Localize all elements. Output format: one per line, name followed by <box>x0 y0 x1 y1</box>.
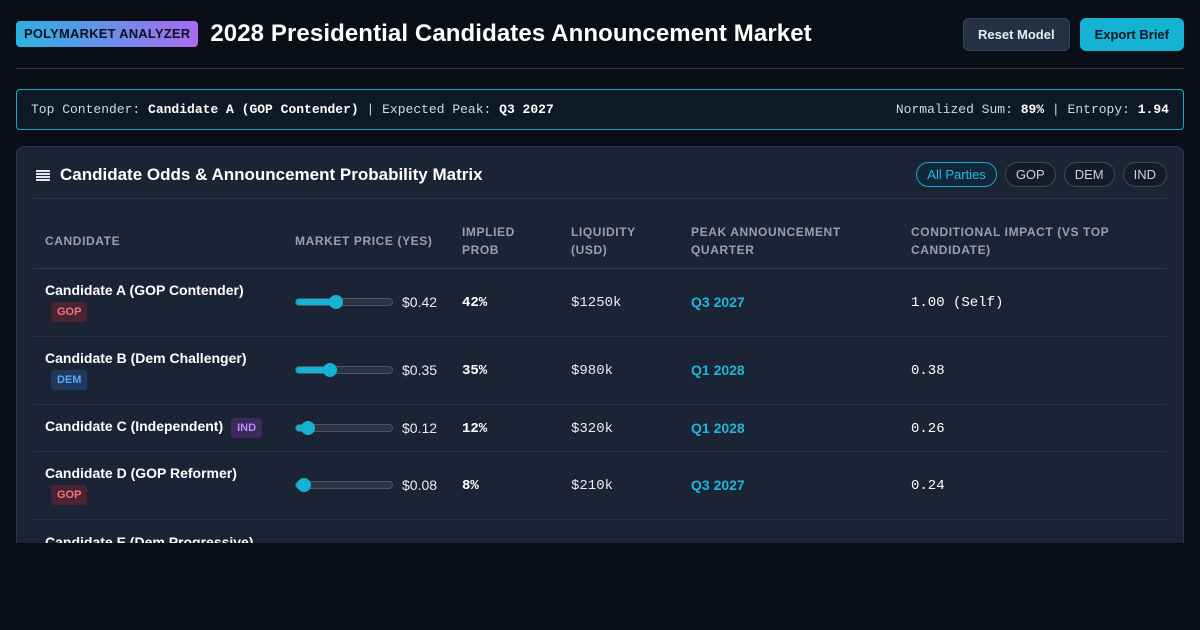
normalized-sum-value: 89% <box>1020 102 1045 117</box>
export-brief-button[interactable]: Export Brief <box>1079 17 1184 51</box>
party-badge: IND <box>231 417 263 438</box>
header-divider <box>16 68 1184 69</box>
entropy-value: 1.94 <box>1137 102 1169 117</box>
conditional-impact: 1.00 (Self) <box>911 295 1004 311</box>
app-header: POLYMARKET ANALYZER 2028 Presidential Ca… <box>16 16 1184 52</box>
column-header-liquidity[interactable]: LIQUIDITY (USD) <box>559 213 679 269</box>
liquidity-value: $210k <box>571 478 614 494</box>
candidate-cell: Candidate B (Dem Challenger) DEM <box>33 336 283 405</box>
expected-peak-value: Q3 2027 <box>499 102 554 117</box>
table-row: Candidate B (Dem Challenger) DEM $0.35 3… <box>33 336 1167 405</box>
market-price-cell: $0.35 <box>283 336 450 405</box>
panel-header: Candidate Odds & Announcement Probabilit… <box>33 161 1167 199</box>
column-header-peak-quarter[interactable]: PEAK ANNOUNCEMENT QUARTER <box>679 213 899 269</box>
page-title: 2028 Presidential Candidates Announcemen… <box>210 20 812 47</box>
table-row: Candidate A (GOP Contender) GOP $0.42 42… <box>33 268 1167 337</box>
summary-bar: Top Contender: Candidate A (GOP Contende… <box>16 89 1184 130</box>
column-header-conditional-impact[interactable]: CONDITIONAL IMPACT (VS TOP CANDIDATE) <box>899 213 1167 269</box>
party-badge: DEM <box>51 370 88 390</box>
conditional-impact: 0.38 <box>911 363 945 379</box>
header-actions: Reset Model Export Brief <box>963 17 1184 51</box>
conditional-impact: 0.26 <box>911 420 945 437</box>
panel-title: Candidate Odds & Announcement Probabilit… <box>60 164 483 184</box>
market-price-cell: $0.42 <box>283 268 450 337</box>
candidate-cell: Candidate A (GOP Contender) GOP <box>33 268 283 337</box>
party-badge: GOP <box>51 485 88 505</box>
implied-prob: 35% <box>462 363 488 379</box>
party-badge: GOP <box>51 302 88 322</box>
summary-right: Normalized Sum: 89% | Entropy: 1.94 <box>896 102 1169 117</box>
peak-quarter: Q3 2027 <box>691 477 745 493</box>
market-price-value: $0.12 <box>402 419 438 436</box>
table-row: Candidate C (Independent) IND $0.12 12% $… <box>33 404 1167 452</box>
candidate-cell: Candidate C (Independent) IND <box>33 404 283 452</box>
liquidity-value: $980k <box>571 363 614 379</box>
list-icon <box>36 169 50 182</box>
probability-matrix-panel: Candidate Odds & Announcement Probabilit… <box>16 146 1184 566</box>
top-contender-label: Top Contender: <box>31 102 141 117</box>
party-filters: All Parties GOP DEM IND <box>916 162 1167 187</box>
peak-quarter: Q1 2028 <box>691 419 745 436</box>
market-price-value: $0.35 <box>402 362 438 378</box>
summary-separator: | <box>366 102 375 117</box>
filter-gop[interactable]: GOP <box>1004 162 1056 187</box>
table-row: Candidate D (GOP Reformer) GOP $0.08 8% … <box>33 451 1167 520</box>
conditional-impact: 0.24 <box>911 478 945 494</box>
market-price-cell: $0.12 <box>283 404 450 452</box>
implied-prob: 42% <box>462 295 488 311</box>
market-price-slider[interactable] <box>295 295 393 309</box>
market-price-cell: $0.08 <box>283 451 450 520</box>
page-background <box>0 543 1200 630</box>
expected-peak-label: Expected Peak: <box>382 102 492 117</box>
table-header-row: CANDIDATE MARKET PRICE (YES) IMPLIED PRO… <box>33 213 1167 269</box>
implied-prob: 8% <box>462 478 479 494</box>
normalized-sum-label: Normalized Sum: <box>895 102 1013 117</box>
implied-prob: 12% <box>462 420 488 437</box>
market-price-slider[interactable] <box>295 420 393 435</box>
entropy-label: Entropy: <box>1067 102 1130 117</box>
candidate-name: Candidate A (GOP Contender) <box>45 282 244 298</box>
candidate-cell: Candidate D (GOP Reformer) GOP <box>33 451 283 520</box>
column-header-market-price[interactable]: MARKET PRICE (YES) <box>283 213 450 269</box>
top-contender-value: Candidate A (GOP Contender) <box>148 102 359 117</box>
column-header-candidate[interactable]: CANDIDATE <box>33 213 283 269</box>
candidate-table: CANDIDATE MARKET PRICE (YES) IMPLIED PRO… <box>33 213 1167 565</box>
candidate-name: Candidate D (GOP Reformer) <box>45 465 237 481</box>
market-price-slider[interactable] <box>295 478 393 492</box>
filter-ind[interactable]: IND <box>1122 162 1167 187</box>
reset-model-button[interactable]: Reset Model <box>963 17 1070 51</box>
liquidity-value: $1250k <box>571 295 622 311</box>
column-header-implied-prob[interactable]: IMPLIED PROB <box>450 213 559 269</box>
peak-quarter: Q3 2027 <box>691 294 745 310</box>
summary-separator: | <box>1051 102 1060 117</box>
candidate-name: Candidate C (Independent) <box>45 417 224 434</box>
market-price-value: $0.08 <box>402 477 438 493</box>
filter-dem[interactable]: DEM <box>1063 162 1115 187</box>
filter-all-parties[interactable]: All Parties <box>916 162 997 187</box>
liquidity-value: $320k <box>571 420 614 437</box>
market-price-slider[interactable] <box>295 363 393 377</box>
peak-quarter: Q1 2028 <box>691 362 745 378</box>
summary-left: Top Contender: Candidate A (GOP Contende… <box>31 102 554 117</box>
market-price-value: $0.42 <box>402 294 438 310</box>
candidate-name: Candidate B (Dem Challenger) <box>45 350 247 366</box>
brand-badge: POLYMARKET ANALYZER <box>16 21 199 47</box>
